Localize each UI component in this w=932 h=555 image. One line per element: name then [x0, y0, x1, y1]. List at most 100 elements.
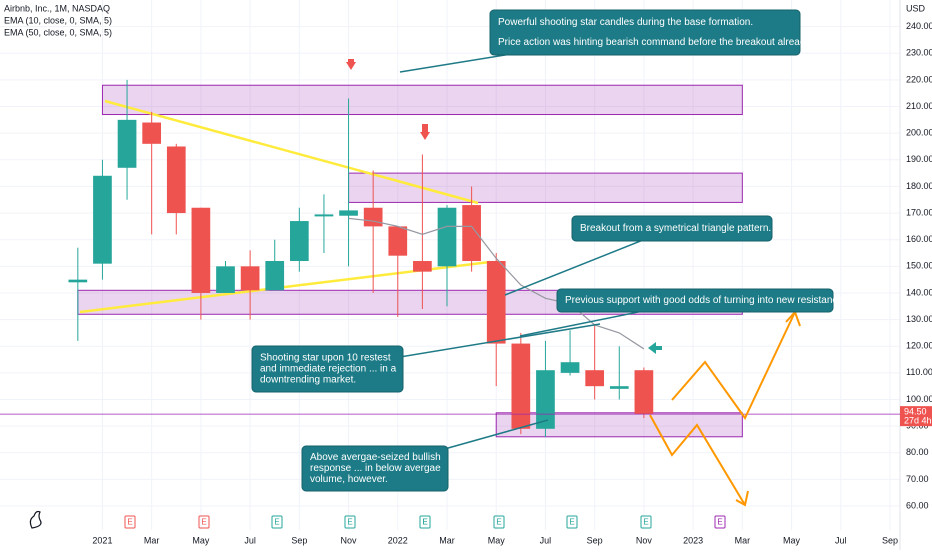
y-tick-label: 160.00: [906, 234, 932, 244]
callout-text: Price action was hinting bearish command…: [498, 37, 812, 48]
arrowhead: [785, 310, 801, 327]
earnings-label: E: [422, 518, 427, 527]
y-tick-label: 120.00: [906, 341, 932, 351]
x-tick-label: Jul: [244, 535, 256, 545]
x-tick-label: Mar: [439, 535, 455, 545]
candle-body: [585, 370, 605, 387]
earnings-badge: [271, 515, 283, 529]
callout-text: Shooting star upon 10 restest: [260, 353, 391, 364]
projection-up: [671, 311, 796, 420]
candle-body: [240, 266, 260, 291]
left-arrow: [648, 342, 662, 354]
callout-box: [251, 345, 404, 393]
indicator-label: EMA (50, close, 0, SMA, 5): [4, 27, 112, 37]
callout-box: [571, 215, 773, 242]
earnings-label: E: [127, 518, 132, 527]
y-tick-label: 140.00: [906, 287, 932, 297]
earnings-label: E: [201, 518, 206, 527]
callout-text: and immediate rejection ... in a: [260, 364, 397, 375]
triangle-resistance: [104, 99, 479, 205]
x-tick-label: Nov: [341, 535, 358, 545]
earnings-label: E: [274, 518, 279, 527]
x-tick-label: 2023: [683, 535, 703, 545]
y-tick-label: 100.00: [906, 394, 932, 404]
candle-body: [437, 207, 457, 267]
callout-text: response ... in below avergae: [310, 463, 441, 474]
candle-body: [314, 214, 334, 217]
candle-body: [265, 261, 285, 291]
y-tick-label: 230.00: [906, 48, 932, 58]
candle-body: [191, 207, 211, 293]
symbol-title: Airbnb, Inc., 1M, NASDAQ: [4, 3, 110, 13]
callout-box: [556, 288, 834, 313]
candle-body: [216, 266, 235, 293]
candle-body: [388, 226, 408, 256]
candle-body: [339, 210, 358, 216]
down-arrow: [420, 124, 430, 140]
zone: [348, 172, 743, 203]
y-tick-label: 210.00: [906, 101, 932, 111]
earnings-badge: [714, 515, 726, 529]
y-tick-label: 200.00: [906, 128, 932, 138]
earnings-label: E: [422, 518, 427, 527]
price-tag-label: 94.50: [904, 407, 927, 417]
x-tick-label: Sep: [587, 535, 603, 545]
candle-body: [68, 279, 88, 283]
earnings-badge: [640, 515, 652, 529]
projection-down: [649, 414, 746, 506]
earnings-badge: [493, 515, 505, 529]
x-tick-label: Mar: [735, 535, 751, 545]
callout-text: volume, however.: [310, 474, 388, 485]
zone: [101, 84, 743, 116]
earnings-badge: [198, 515, 210, 529]
x-tick-label: 2021: [92, 535, 112, 545]
logo: [29, 510, 42, 529]
candle-body: [93, 175, 112, 264]
callout-text: Breakout from a symetrical triangle patt…: [580, 223, 771, 234]
callout-text: Powerful shooting star candles during th…: [498, 17, 753, 28]
down-arrow: [346, 59, 356, 70]
indicator-label: EMA (10, close, 0, SMA, 5): [4, 15, 112, 25]
x-tick-label: Jul: [835, 535, 847, 545]
x-tick-label: Nov: [636, 535, 653, 545]
y-tick-label: 170.00: [906, 207, 932, 217]
earnings-label: E: [717, 518, 722, 527]
y-tick-label: 220.00: [906, 74, 932, 84]
x-tick-label: Mar: [144, 535, 160, 545]
candle-body: [560, 362, 580, 373]
price-tag: [900, 406, 932, 427]
x-tick-label: Jul: [540, 535, 552, 545]
earnings-badge: [566, 515, 578, 529]
y-tick-label: 110.00: [906, 367, 932, 377]
earnings-badge: [419, 515, 431, 529]
earnings-label: E: [643, 518, 648, 527]
earnings-badge: [344, 515, 356, 529]
x-tick-label: May: [783, 535, 801, 545]
x-tick-label: 2022: [388, 535, 408, 545]
y-tick-label: 60.00: [906, 500, 929, 510]
currency: USD: [906, 3, 926, 13]
candle-body: [511, 343, 531, 429]
y-tick-label: 180.00: [906, 181, 932, 191]
candle-body: [117, 119, 137, 168]
callout-box: [489, 9, 801, 56]
candle-body: [289, 221, 309, 262]
x-tick-label: Sep: [882, 535, 898, 545]
candle-body: [634, 370, 654, 415]
y-tick-label: 240.00: [906, 21, 932, 31]
callout-text: Above avergae-seized bullish: [310, 452, 441, 463]
earnings-badge: [124, 515, 136, 529]
y-tick-label: 150.00: [906, 261, 932, 271]
y-tick-label: 80.00: [906, 447, 929, 457]
y-tick-label: 130.00: [906, 314, 932, 324]
arrowhead: [735, 490, 749, 507]
earnings-label: E: [569, 518, 574, 527]
y-tick-label: 70.00: [906, 474, 929, 484]
callout-box: [301, 445, 449, 492]
x-tick-label: May: [488, 535, 506, 545]
candle-body: [363, 207, 383, 227]
candle-body: [166, 146, 186, 214]
y-tick-label: 190.00: [906, 154, 932, 164]
candle-body: [462, 205, 481, 262]
